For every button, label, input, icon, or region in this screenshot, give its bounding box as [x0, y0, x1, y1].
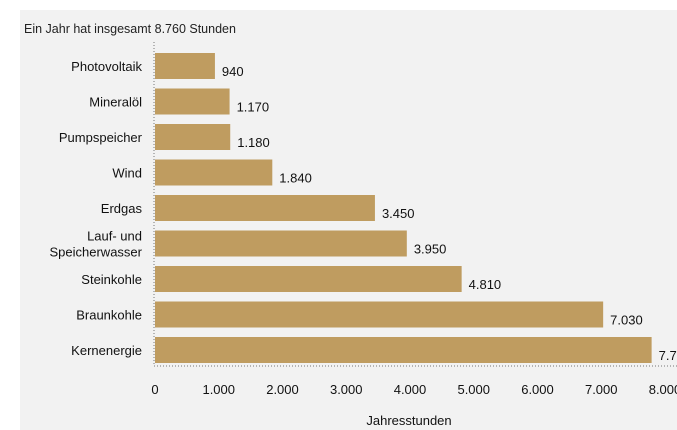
bar-7 [155, 301, 604, 328]
value-label-2: 1.180 [237, 135, 270, 150]
value-label-7: 7.030 [610, 313, 643, 328]
category-label-2: Pumpspeicher [59, 130, 143, 145]
category-label-6: Steinkohle [81, 272, 142, 287]
x-tick-label-8: 8.000 [649, 382, 677, 397]
category-label-0: Photovoltaik [71, 59, 142, 74]
bar-8 [155, 337, 652, 363]
value-label-3: 1.840 [279, 171, 312, 186]
bar-6 [155, 266, 462, 292]
category-label-5: Lauf- und Speicherwasser [50, 229, 143, 260]
bar-4 [155, 195, 375, 221]
x-tick-label-5: 5.000 [457, 382, 490, 397]
bar-chart: Ein Jahr hat insgesamt 8.760 Stunden Pho… [24, 22, 677, 428]
x-tick-label-0: 0 [151, 382, 158, 397]
x-tick-label-4: 4.000 [394, 382, 427, 397]
category-labels-group: Photovoltaik Mineralöl Pumpspeicher Wind Erd… [50, 59, 143, 358]
value-label-8: 7.790 [659, 348, 677, 363]
value-label-6: 4.810 [469, 277, 502, 292]
bar-5 [155, 230, 407, 257]
bar-0 [155, 53, 215, 79]
category-label-1: Mineralöl [89, 95, 142, 110]
bar-1 [155, 88, 230, 115]
category-label-8: Kernenergie [71, 343, 142, 358]
bar-2 [155, 124, 231, 150]
value-label-1: 1.170 [237, 100, 270, 115]
x-axis-title: Jahresstunden [366, 413, 451, 428]
chart-subtitle: Ein Jahr hat insgesamt 8.760 Stunden [24, 22, 236, 36]
category-label-5-line-1: Speicherwasser [50, 245, 143, 260]
x-tick-label-1: 1.000 [202, 382, 235, 397]
x-tick-label-7: 7.000 [585, 382, 618, 397]
value-label-5: 3.950 [414, 242, 447, 257]
bars-group [155, 53, 652, 363]
chart-panel: Ein Jahr hat insgesamt 8.760 Stunden Pho… [20, 10, 677, 430]
category-label-7: Braunkohle [76, 308, 142, 323]
x-tick-label-6: 6.000 [521, 382, 554, 397]
tick-labels-group: 0 1.000 2.000 3.000 4.000 5.000 6.000 7.000 8.00… [151, 382, 677, 397]
category-label-5-line-0: Lauf- und [87, 229, 142, 244]
category-label-3: Wind [112, 166, 142, 181]
x-tick-label-2: 2.000 [266, 382, 299, 397]
value-labels-group: 940 1.170 1.180 1.840 3.450 3.950 4.810 7.030 7.… [222, 64, 677, 363]
bar-3 [155, 159, 273, 186]
x-tick-label-3: 3.000 [330, 382, 363, 397]
axes-group [153, 42, 677, 367]
category-label-4: Erdgas [101, 201, 143, 216]
value-label-0: 940 [222, 64, 244, 79]
value-label-4: 3.450 [382, 206, 415, 221]
